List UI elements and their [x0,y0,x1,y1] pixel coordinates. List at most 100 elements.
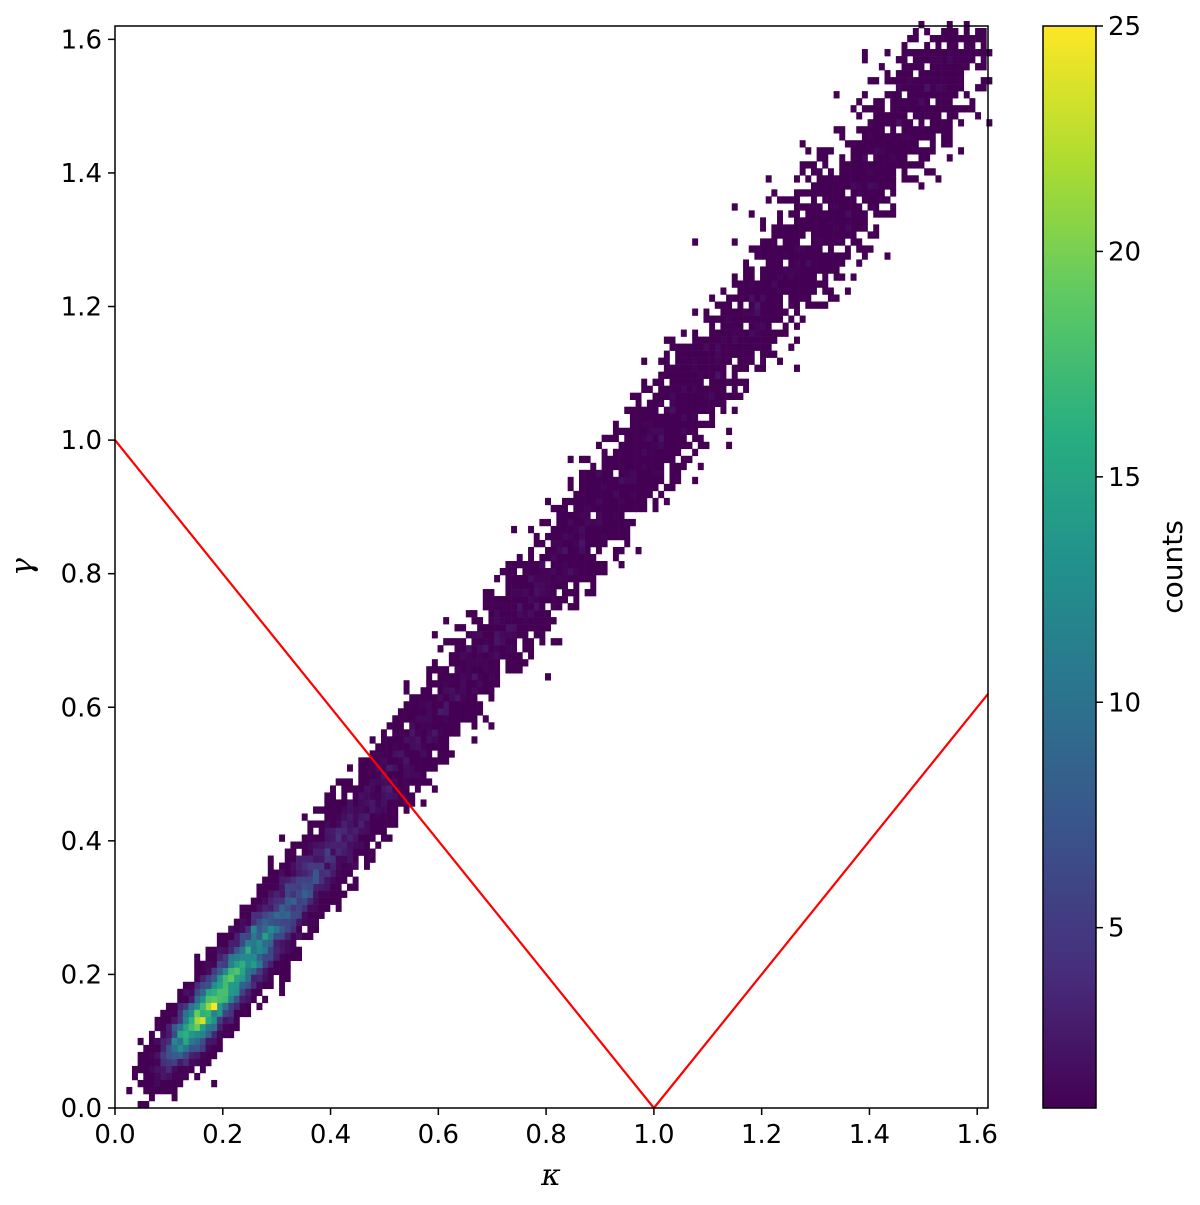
histogram-cell [414,708,421,716]
histogram-cell [262,897,269,905]
histogram-cell [714,336,721,344]
histogram-cell [924,168,931,176]
histogram-cell [873,98,880,106]
histogram-cell [352,813,359,821]
histogram-cell [505,582,512,590]
histogram-cell [143,1086,150,1095]
histogram-cell [550,553,557,562]
histogram-cell [454,680,461,688]
histogram-cell [160,1065,167,1074]
histogram-cell [805,252,812,260]
histogram-cell [296,841,303,849]
histogram-cell [963,42,970,50]
histogram-cell [522,638,529,646]
histogram-cell [680,462,687,471]
histogram-cell [607,511,614,520]
histogram-cell [975,49,982,57]
histogram-cell [494,610,501,618]
histogram-cell [629,490,636,499]
histogram-cell [720,406,727,415]
histogram-cell [850,105,857,113]
histogram-cell [250,925,257,933]
histogram-cell [431,729,438,737]
histogram-cell [760,287,767,295]
histogram-cell [397,750,404,758]
histogram-cell [392,764,399,772]
histogram-cell [731,343,738,351]
histogram-cell [816,266,823,274]
histogram-cell [562,504,568,513]
histogram-cell [743,294,750,302]
histogram-cell [273,967,280,976]
histogram-cell [618,525,625,534]
histogram-cell [426,715,433,723]
histogram-cell [680,420,687,429]
histogram-cell [692,371,699,379]
histogram-cell [624,455,631,464]
histogram-cell [160,1037,167,1046]
histogram-cell [482,624,489,632]
histogram-cell [794,308,800,316]
histogram-cell [590,483,597,492]
histogram-cell [986,77,993,85]
histogram-cell [488,589,495,597]
histogram-cell [358,778,365,786]
histogram-cell [341,862,348,870]
histogram-cell [562,539,568,548]
histogram-cell [392,771,399,779]
histogram-cell [686,378,693,386]
histogram-cell [454,715,461,723]
histogram-cell [810,203,817,211]
histogram-cell [856,147,863,155]
histogram-cell [890,210,897,218]
histogram-cell [279,890,286,898]
histogram-cell [794,245,800,253]
histogram-cell [924,154,931,162]
histogram-cell [777,329,783,337]
histogram-cell [233,953,240,962]
histogram-cell [816,231,823,239]
histogram-cell [765,343,772,351]
histogram-cell [765,308,772,316]
histogram-cell [799,231,806,239]
histogram-cell [216,1002,223,1011]
histogram-cell [499,603,506,611]
histogram-cell [912,147,919,155]
histogram-cell [709,294,716,302]
histogram-cell [505,603,512,611]
histogram-cell [901,112,908,120]
x-tick-label: 0.8 [525,1120,566,1150]
histogram-cell [771,308,778,316]
histogram-cell [341,778,348,786]
histogram-cell [403,764,410,772]
histogram-cell [505,610,512,618]
histogram-cell [805,203,812,211]
histogram-cell [477,624,484,632]
histogram-cell [403,680,410,688]
histogram-cell [437,729,444,737]
histogram-cell [794,217,800,225]
histogram-cell [669,399,676,407]
histogram-cell [262,995,269,1004]
histogram-cell [737,315,744,323]
x-tick-label: 1.0 [633,1120,674,1150]
histogram-cell [386,764,393,772]
histogram-cell [873,203,880,211]
histogram-cell [194,995,201,1004]
histogram-cell [397,757,404,765]
histogram-cell [335,869,342,877]
histogram-cell [912,56,919,64]
histogram-cell [392,806,399,814]
histogram-cell [929,147,936,155]
histogram-cell [850,147,857,155]
histogram-cell [426,666,433,674]
histogram-cell [488,603,495,611]
histogram-cell [403,778,410,786]
histogram-cell [867,161,874,169]
histogram-cell [827,259,834,267]
histogram-cell [822,161,829,169]
histogram-cell [194,1030,201,1039]
histogram-cell [273,904,280,912]
histogram-cell [307,841,314,849]
histogram-cell [777,231,783,239]
